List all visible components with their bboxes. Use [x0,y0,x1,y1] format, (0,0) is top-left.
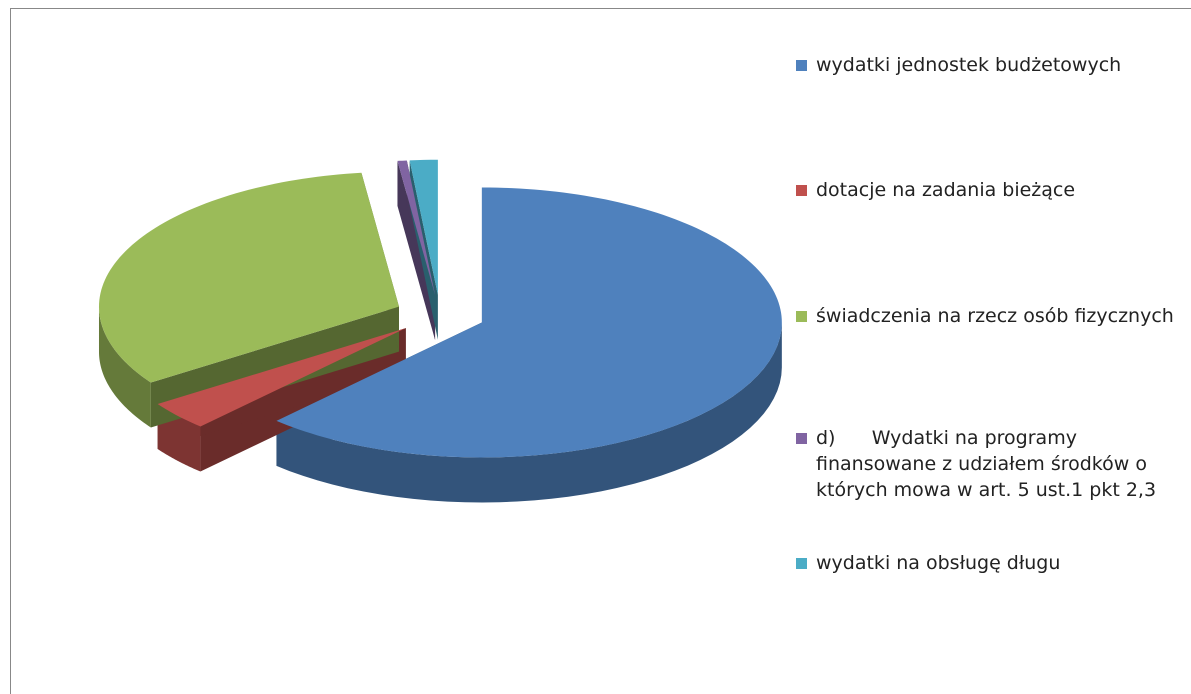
legend-item: dotacje na zadania bieżące [796,177,1176,203]
slice [397,160,436,295]
legend-label: dotacje na zadania bieżące [816,179,1076,201]
legend-swatch [796,311,807,322]
legend-label: świadczenia na rzecz osób fizycznych [816,305,1174,327]
slice [276,187,782,458]
legend-swatch [796,558,807,569]
slice-wall [98,306,151,428]
slice-side [397,160,436,340]
legend-item: d) Wydatki na programy finansowane z udz… [796,425,1176,503]
legend-label: d) Wydatki na programy finansowane z udz… [816,427,1157,501]
legend-label: wydatki na obsługę długu [816,552,1061,574]
legend-label: wydatki jednostek budżetowych [816,54,1122,76]
slice [98,172,399,383]
legend-item: wydatki jednostek budżetowych [796,52,1176,78]
slice-wall [276,322,782,503]
legend-swatch [796,185,807,196]
legend-item: świadczenia na rzecz osób fizycznych [796,303,1176,329]
legend-item: wydatki na obsługę długu [796,550,1176,576]
slice [157,328,406,427]
chart-frame [10,8,1191,694]
slice [409,159,438,295]
legend-swatch [796,60,807,71]
legend-swatch [796,433,807,444]
